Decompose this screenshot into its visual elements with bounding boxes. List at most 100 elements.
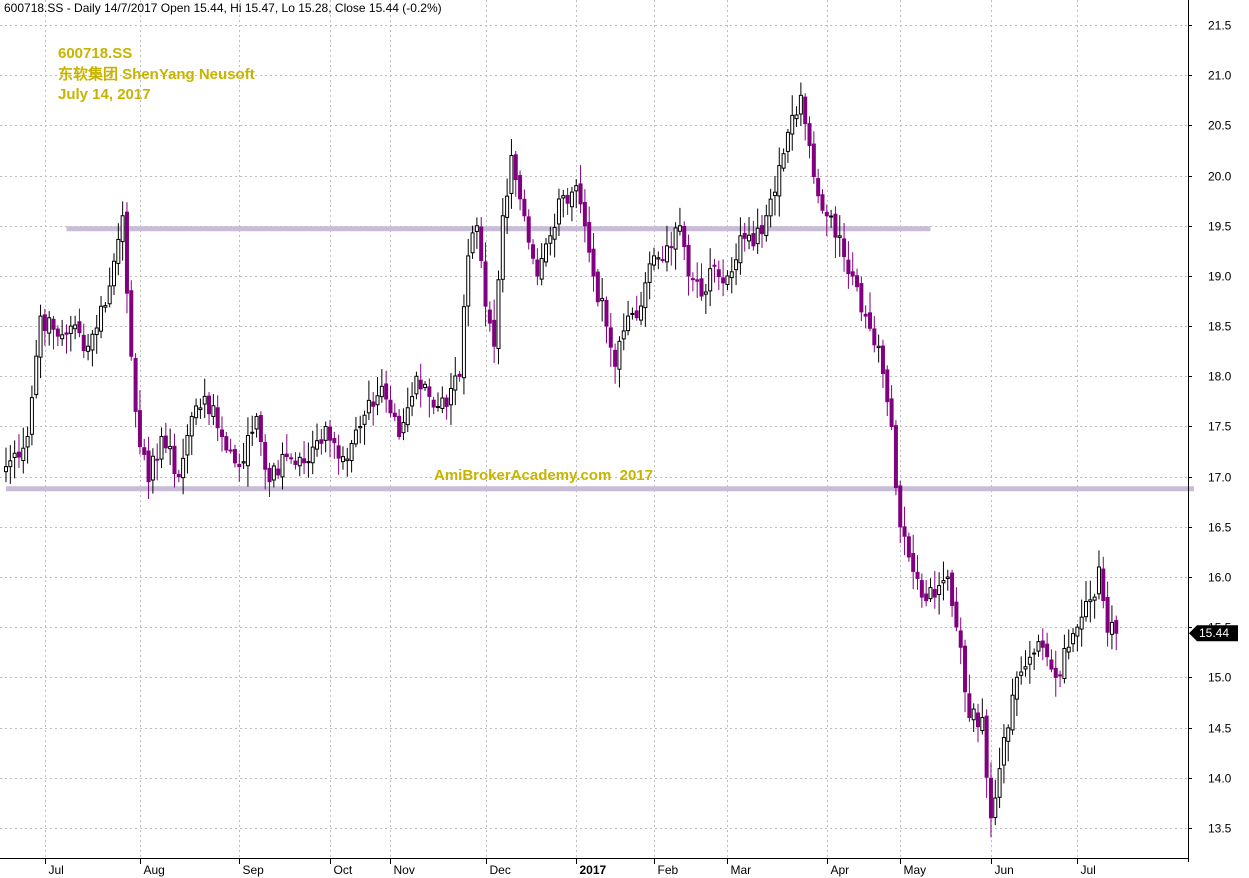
candle-body [487,309,492,324]
candle [388,385,393,418]
candle [1105,581,1110,647]
candle-body [293,460,298,465]
x-tick-label: Oct [334,863,353,877]
candle-body [639,305,644,321]
candle-body [924,593,929,602]
candle [1010,678,1015,735]
candle [695,262,700,298]
candle-body [405,407,410,426]
candle [1001,724,1006,784]
candle-body [457,373,462,377]
candle-body [453,375,458,391]
x-tick-label: Jul [49,863,64,877]
candle [492,299,497,363]
candle-body [137,410,142,448]
candle-body [1036,641,1041,652]
candle-body [237,463,242,468]
annotation-date: July 14, 2017 [58,86,151,103]
candle [677,207,682,236]
candle-body [1027,656,1032,665]
candle [99,295,104,339]
candle [708,248,713,307]
candle-body [544,243,548,263]
candle [868,292,872,332]
candle-body [1066,646,1071,653]
candle [1066,629,1071,660]
y-tick-label: 15.0 [1208,671,1232,685]
candle-body [263,442,268,470]
candle [444,394,449,420]
candle-body [1023,666,1028,670]
candle [129,280,134,361]
candle [578,165,583,214]
candle-body [729,271,734,279]
candle [729,257,734,294]
candle-body [738,235,743,264]
candle [1114,615,1119,651]
candle-body [241,461,246,464]
candle [410,382,415,417]
candle [500,198,505,293]
candle-body [777,165,782,197]
candle-body [764,215,769,237]
candle [535,248,540,286]
candle [224,431,229,453]
candle [1075,624,1080,652]
y-tick-label: 18.0 [1208,370,1232,384]
candle-body [513,154,518,181]
candle [345,447,350,477]
candle-body [868,312,872,329]
candle [1101,556,1106,609]
candle [816,168,821,204]
candle [634,295,639,321]
candle [405,387,410,432]
candle [267,462,272,498]
candle [21,427,26,474]
candle [924,580,929,607]
candle-body [1096,566,1101,595]
candle-body [699,278,704,297]
candle [734,243,739,286]
candle [911,534,916,590]
candle [859,276,864,322]
candle-body [336,445,341,459]
candle-body [392,412,397,418]
candle-body [427,386,432,397]
candle [1084,581,1088,622]
candle-body [319,439,324,444]
candle-body [690,278,695,281]
candle [919,573,924,608]
y-tick-label: 20.5 [1208,119,1232,133]
candle-body [142,447,147,455]
y-tick-label: 19.5 [1208,220,1232,234]
grid [0,0,1188,858]
candle [133,353,138,428]
candle [328,420,332,458]
candle-body [993,797,998,819]
candle [552,213,557,258]
candle-body [958,630,963,648]
candle [302,441,307,475]
candle-body [535,259,540,277]
candle [751,220,756,251]
candle [544,238,548,267]
candle-body [582,202,587,227]
candle [159,427,164,469]
candle-body [448,387,453,406]
candle [431,396,436,415]
candle-body [276,468,281,476]
candle [958,617,963,665]
candle-body [928,587,933,600]
candle-body [94,327,99,336]
candle-body [159,436,164,460]
candle-body [626,315,631,332]
candle-body [267,467,272,483]
candle-body [760,225,764,235]
candle [323,421,328,453]
candle [574,179,579,209]
candle-body [613,349,618,367]
candle-body [919,580,924,598]
candle [423,381,428,391]
candle [898,480,903,544]
candle-body [215,407,220,429]
